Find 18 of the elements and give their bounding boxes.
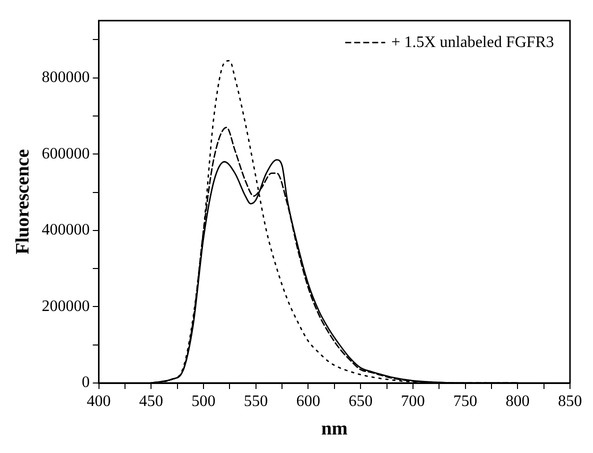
- x-tick-label: 550: [244, 392, 268, 410]
- x-tick-label: 750: [453, 392, 478, 410]
- x-tick-label: 400: [86, 392, 111, 410]
- x-axis-title: nm: [321, 418, 348, 440]
- y-tick-label: 600000: [42, 145, 90, 162]
- y-tick-label: 800000: [42, 69, 90, 86]
- y-tick-label: 200000: [42, 298, 90, 315]
- y-axis-title: Fluorescence: [12, 149, 34, 254]
- x-tick-label: 700: [400, 392, 425, 410]
- y-tick-label: 400000: [42, 222, 90, 239]
- x-tick-label: 850: [558, 392, 582, 410]
- y-tick-label: 0: [82, 374, 90, 392]
- legend-label: + 1.5X unlabeled FGFR3: [391, 34, 554, 51]
- x-tick-label: 600: [296, 392, 320, 410]
- x-tick-label: 500: [192, 392, 216, 410]
- x-tick-label: 800: [506, 392, 530, 410]
- x-tick-label: 650: [348, 392, 373, 410]
- x-tick-label: 450: [139, 392, 164, 410]
